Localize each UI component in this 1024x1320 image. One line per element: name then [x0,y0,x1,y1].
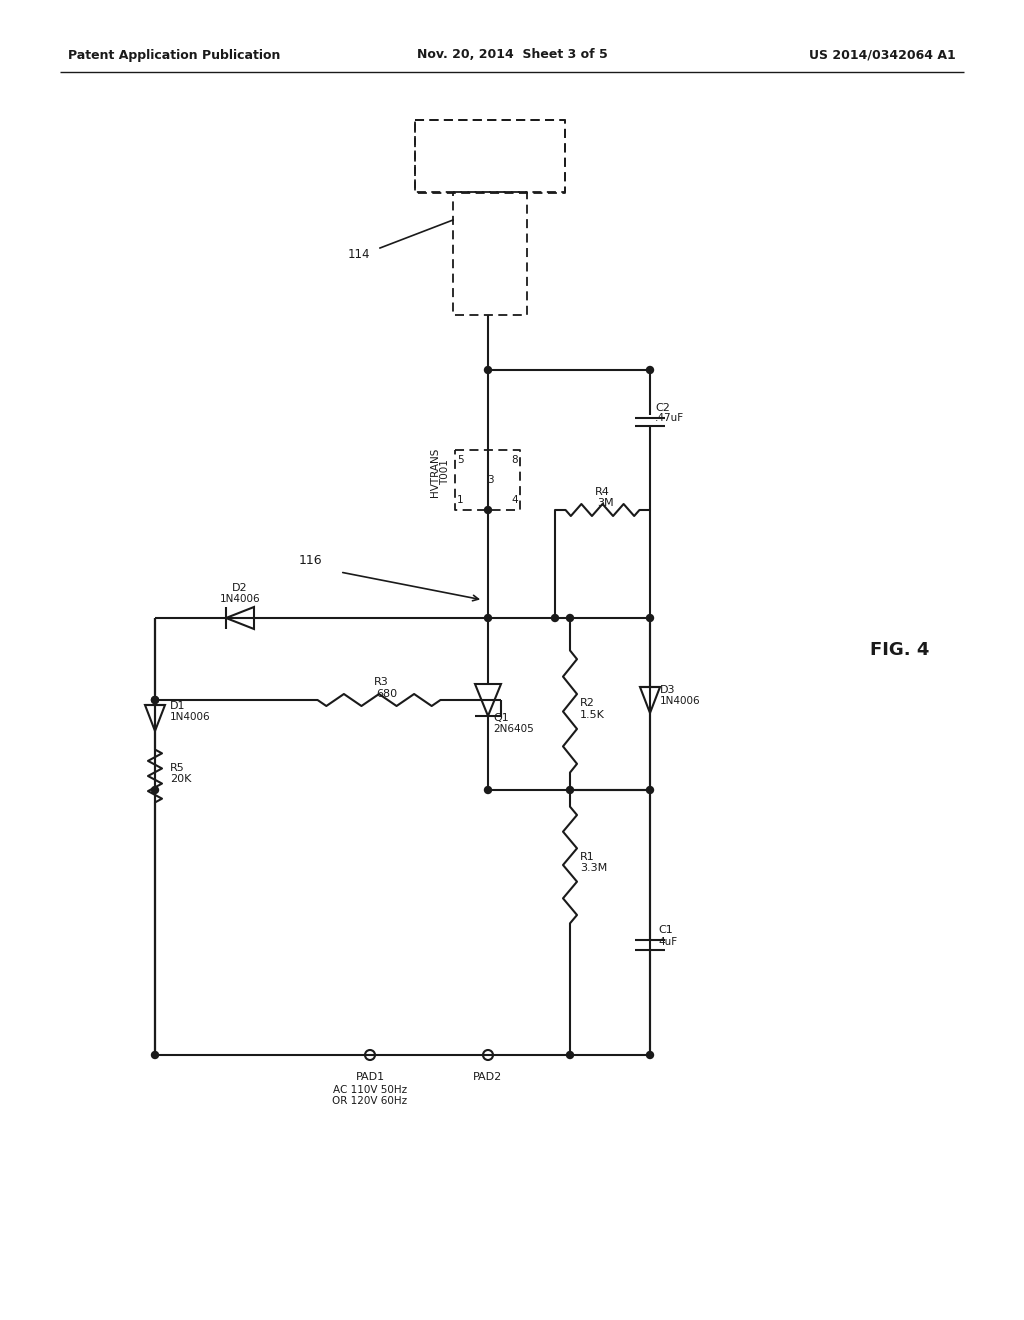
Circle shape [646,367,653,374]
Text: 1.5K: 1.5K [580,710,605,719]
Circle shape [152,787,159,793]
Circle shape [566,787,573,793]
Circle shape [484,367,492,374]
Circle shape [552,615,558,622]
Text: R5: R5 [170,763,184,774]
Circle shape [484,507,492,513]
Circle shape [566,1052,573,1059]
Text: C2: C2 [655,403,670,413]
Text: OR 120V 60Hz: OR 120V 60Hz [333,1096,408,1106]
Text: 3.3M: 3.3M [580,863,607,873]
Circle shape [152,697,159,704]
Text: D1: D1 [170,701,185,711]
Circle shape [152,697,159,704]
Text: 20K: 20K [170,774,191,784]
Text: R4: R4 [595,487,609,498]
Text: .47uF: .47uF [655,413,684,422]
Text: PAD1: PAD1 [355,1072,385,1082]
Text: PAD2: PAD2 [473,1072,503,1082]
Circle shape [646,1052,653,1059]
Text: 1: 1 [457,495,464,506]
Circle shape [152,1052,159,1059]
Text: 4uF: 4uF [658,937,677,946]
Text: T001: T001 [440,459,450,484]
Text: 8: 8 [511,455,518,465]
Text: C1: C1 [658,925,673,935]
Text: Nov. 20, 2014  Sheet 3 of 5: Nov. 20, 2014 Sheet 3 of 5 [417,49,607,62]
Text: 1N4006: 1N4006 [170,711,211,722]
Text: 2N6405: 2N6405 [493,723,534,734]
Polygon shape [640,686,660,713]
Text: Q1: Q1 [493,713,509,723]
Polygon shape [226,607,254,630]
Text: R3: R3 [374,677,389,686]
Text: FIG. 4: FIG. 4 [870,642,930,659]
Text: 116: 116 [298,553,322,566]
Text: US 2014/0342064 A1: US 2014/0342064 A1 [809,49,956,62]
Text: AC 110V 50Hz: AC 110V 50Hz [333,1085,408,1096]
Text: 680: 680 [376,689,397,700]
Polygon shape [145,705,165,731]
Text: 5: 5 [457,455,464,465]
Text: HVTRANS: HVTRANS [430,447,440,496]
Circle shape [484,615,492,622]
Text: 114: 114 [347,248,370,261]
Text: R1: R1 [580,851,595,862]
Text: 1N4006: 1N4006 [660,696,700,706]
Polygon shape [475,684,501,715]
Text: 4: 4 [511,495,518,506]
Circle shape [646,615,653,622]
Text: D3: D3 [660,685,676,696]
Text: 1N4006: 1N4006 [220,594,260,605]
Text: 3: 3 [486,475,494,484]
Text: Patent Application Publication: Patent Application Publication [68,49,281,62]
Circle shape [484,787,492,793]
Text: R2: R2 [580,698,595,709]
Text: D2: D2 [232,583,248,593]
Circle shape [566,615,573,622]
Text: 3M: 3M [597,498,614,508]
Circle shape [646,787,653,793]
